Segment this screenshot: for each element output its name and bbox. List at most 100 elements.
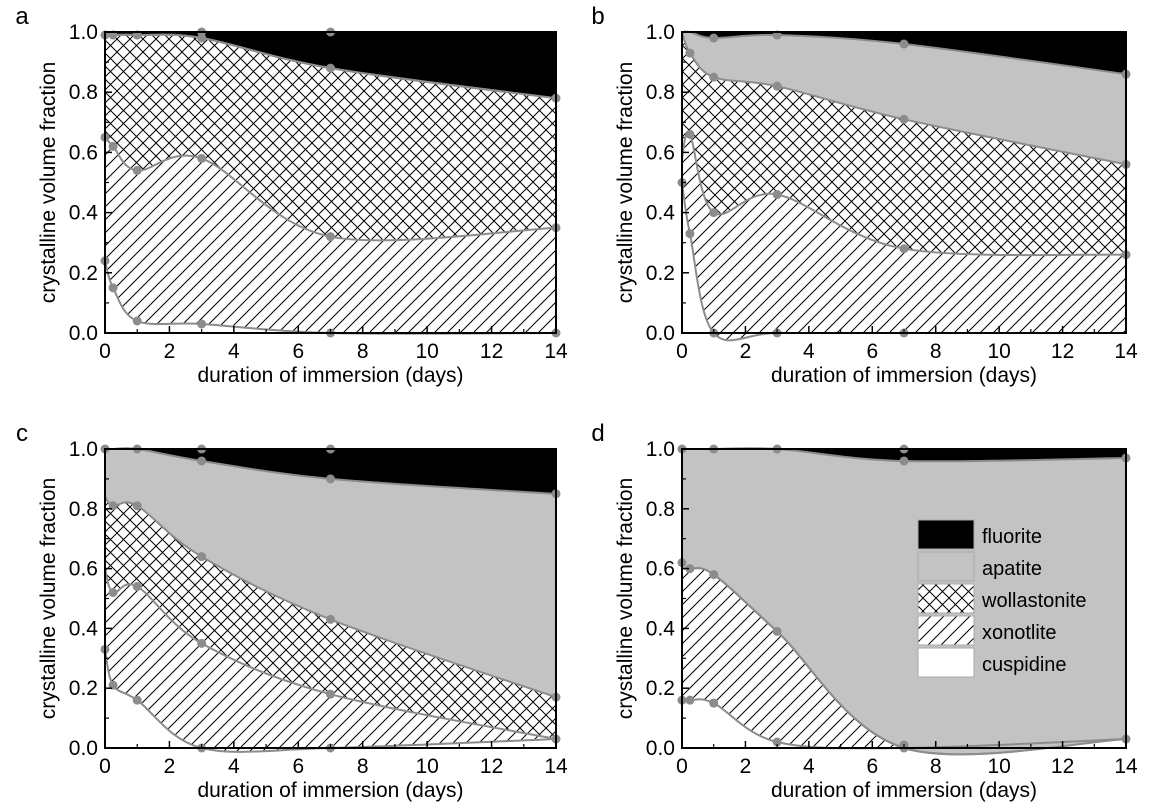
data-point [197,153,207,163]
legend-swatch-wollastonite [917,583,975,614]
data-point [197,456,207,466]
data-point [709,698,719,708]
x-axis-label: duration of immersion (days) [771,779,1037,802]
y-tick-label: 0.2 [646,262,675,285]
data-point [685,695,695,705]
x-tick-label: 14 [544,755,568,778]
fluorite-area [682,31,1126,75]
data-point [108,283,118,293]
panel-c: 0 2 4 6 8 10 12 14 0.0 0.2 0.4 0.6 0.8 1.0 duration of… [16,420,568,802]
data-point [772,626,782,636]
data-point [772,81,782,91]
panel-a: 0 2 4 6 8 10 12 14 0.0 0.2 0.4 0.6 0.8 1.0 duration of… [15,3,568,387]
data-point [326,689,335,699]
data-point [709,208,719,218]
data-point [326,474,335,484]
x-tick-label: 6 [292,755,304,778]
y-axis-label: crystalline volume fraction [37,478,60,720]
data-point [709,570,719,580]
y-tick-label: 0.0 [69,322,98,345]
y-tick-label: 1.0 [646,21,675,44]
data-point [197,552,207,562]
y-tick-label: 0.4 [69,617,99,640]
data-point [326,232,335,242]
y-tick-label: 1.0 [646,438,675,461]
x-tick-label: 8 [930,755,942,778]
y-tick-label: 1.0 [69,438,98,461]
data-point [899,244,909,254]
legend-label-cuspidine: cuspidine [982,654,1067,676]
x-tick-label: 14 [1114,340,1138,363]
x-tick-label: 10 [415,340,438,363]
x-tick-label: 2 [164,340,176,363]
panel-b: 0 2 4 6 8 10 12 14 0.0 0.2 0.4 0.6 0.8 1.0 duration of… [591,3,1138,387]
data-point [132,582,142,592]
y-tick-label: 0.6 [646,141,675,164]
x-tick-label: 10 [987,755,1010,778]
legend-label-apatite: apatite [982,558,1042,580]
fluorite-area [105,448,556,494]
xonotlite-area [682,568,1126,755]
panel-letter: b [591,3,604,30]
panel-letter: c [16,420,28,447]
x-tick-label: 8 [357,340,369,363]
y-tick-label: 0.8 [646,81,675,104]
x-tick-label: 12 [1051,340,1074,363]
legend-swatch-fluorite [917,519,975,550]
x-tick-label: 10 [987,340,1010,363]
data-point [108,588,118,598]
data-point [197,638,207,648]
xonotlite-area [105,137,556,334]
x-tick-label: 0 [99,755,111,778]
legend: fluorite apatite wollastonite xonotlite cusp… [917,519,1087,678]
data-point [132,501,142,511]
data-point [132,165,142,175]
y-axis-label: crystalline volume fraction [614,478,637,720]
x-axis-label: duration of immersion (days) [771,364,1037,387]
legend-swatch-xonotlite [917,615,975,646]
x-tick-label: 4 [803,340,815,363]
wollastonite-area [105,496,556,739]
y-tick-label: 0.0 [646,322,675,345]
x-tick-label: 6 [866,755,878,778]
data-point [899,39,909,49]
x-axis-label: duration of immersion (days) [197,364,463,387]
panel-letter: a [15,3,29,30]
fluorite-area [682,448,1126,462]
data-point [899,114,909,124]
y-tick-label: 0.2 [646,677,675,700]
x-tick-label: 0 [99,340,111,363]
data-point [326,614,335,624]
data-point [685,48,695,58]
wollastonite-area [105,34,556,241]
legend-swatch-cuspidine [917,647,975,678]
legend-label-xonotlite: xonotlite [982,622,1057,644]
data-point [685,129,695,139]
x-tick-label: 2 [740,755,752,778]
legend-label-fluorite: fluorite [982,526,1042,548]
legend-swatch-apatite [917,551,975,582]
x-tick-label: 12 [480,340,503,363]
data-point [197,319,207,329]
x-tick-label: 4 [228,755,240,778]
y-tick-label: 0.8 [69,81,98,104]
data-point [108,141,118,151]
x-tick-label: 4 [803,755,815,778]
apatite-area [682,448,1126,755]
data-point [685,564,695,574]
x-tick-label: 10 [415,755,438,778]
x-tick-label: 14 [1114,755,1138,778]
data-point [709,72,719,82]
y-tick-label: 0.0 [69,737,98,760]
y-tick-label: 0.6 [69,558,98,581]
x-tick-label: 8 [930,340,942,363]
x-tick-label: 0 [676,755,688,778]
data-point [772,737,782,747]
data-point [685,229,695,239]
panel-d: 0 2 4 6 8 10 12 14 0.0 0.2 0.4 0.6 0.8 1.0 duration of… [591,420,1138,802]
y-tick-label: 0.6 [646,558,675,581]
y-tick-label: 0.6 [69,141,98,164]
y-tick-label: 0.2 [69,262,98,285]
y-tick-label: 0.8 [69,498,98,521]
